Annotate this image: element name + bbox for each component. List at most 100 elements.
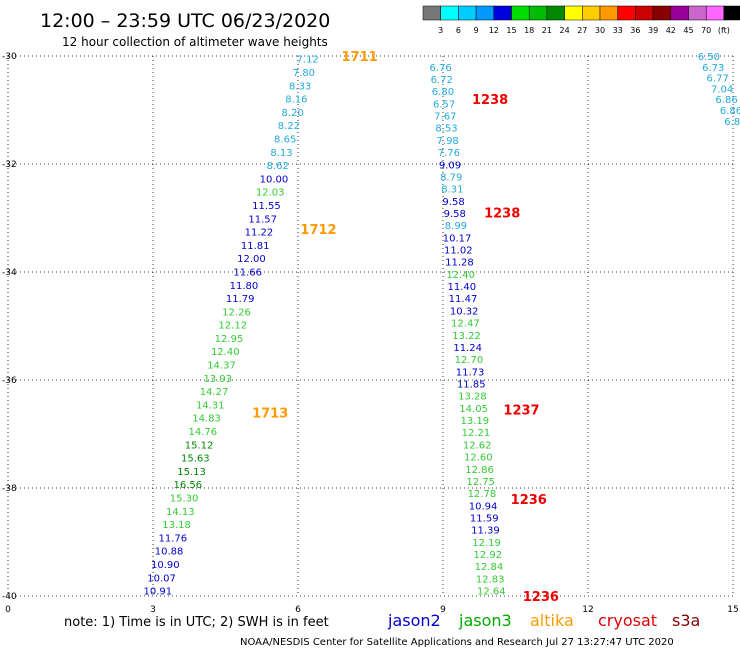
wave-height-value: 15.63 [181,454,210,465]
wave-height-value: 12.64 [477,587,506,598]
wave-height-value: 6.76 [429,63,451,74]
colorbar-tick-label: 45 [683,26,693,35]
wave-height-value: 11.02 [444,246,473,257]
pass-number-label: 1713 [252,406,288,421]
colorbar-swatch [652,5,672,21]
wave-height-value: 12.84 [475,562,504,573]
wave-height-value: 9.58 [442,197,464,208]
wave-height-value: 11.76 [158,533,187,544]
wave-height-value: 15.13 [177,467,206,478]
colorbar-swatch [528,5,548,21]
colorbar-tick-label: 39 [648,26,658,35]
colorbar-swatch [599,5,618,21]
wave-height-value: 12.00 [237,254,266,265]
wave-height-value: 16.56 [173,480,202,491]
wave-height-value: 15.12 [185,440,214,451]
colorbar-swatch [635,5,654,21]
wave-height-value: 12.12 [218,321,247,332]
wave-height-value: 6.50 [698,52,720,63]
colorbar-tick-label: 15 [506,26,516,35]
y-tick-label: -38 [2,484,17,494]
wave-height-value: 14.05 [459,404,488,415]
legend-item-jason3: jason3 [458,611,512,630]
wave-height-value: 12.47 [451,319,480,330]
colorbar-tick-label: 6 [456,26,461,35]
wave-height-value: 8.33 [289,81,311,92]
wave-height-value: 10.88 [155,547,184,558]
wave-height-value: 8.22 [278,121,300,132]
wave-height-value: 14.31 [196,400,225,411]
legend-item-altika: altika [530,611,574,630]
wave-height-value: 11.80 [230,281,259,292]
wave-height-value: 13.19 [460,416,489,427]
wave-height-value: 11.79 [226,294,255,305]
pass-number-label: 1711 [342,50,378,65]
colorbar-swatch [493,5,512,21]
colorbar-swatch [422,5,441,21]
x-tick-label: 6 [295,605,301,615]
pass-number-label: 1238 [472,93,508,108]
colorbar-swatch [440,5,459,21]
wave-height-value: 11.28 [445,258,474,269]
wave-height-value: 11.24 [453,343,482,354]
wave-height-value: 12.86 [465,465,494,476]
y-tick-label: -32 [2,160,17,170]
pass-number-label: 1712 [300,223,336,238]
wave-height-value: 12.78 [468,489,497,500]
wave-height-value: 6.57 [433,99,455,110]
x-tick-label: 12 [582,605,593,615]
wave-height-value: 12.03 [256,188,285,199]
y-tick-label: -30 [2,52,17,62]
wave-height-value: 8.79 [440,172,462,183]
wave-height-value: 14.83 [192,414,221,425]
wave-height-value: 11.73 [456,367,485,378]
wave-height-value: 13.18 [162,520,191,531]
colorbar-swatch [564,5,583,21]
wave-height-value: 14.27 [200,387,229,398]
wave-height-value: 12.60 [464,453,493,464]
pass-number-label: 1236 [511,493,547,508]
x-tick-label: 15 [727,605,738,615]
colorbar-swatch [546,5,565,21]
wave-height-value: 8.31 [441,185,463,196]
colorbar-tick-label: 24 [560,26,570,35]
wave-height-value: 7.12 [297,55,319,66]
colorbar-tick-label: (ft) [718,26,730,35]
legend-item-jason2: jason2 [387,611,441,630]
colorbar-swatch [617,5,636,21]
satellite-legend: jason2 jason3 altika cryosat s3a [387,611,700,630]
colorbar-swatch [458,5,477,21]
wave-height-value: 10.17 [443,233,472,244]
wave-height-value: 12.40 [446,270,475,281]
wave-height-value: 12.26 [222,307,251,318]
wave-height-value: 6.86 [715,95,737,106]
colorbar-swatch [582,5,601,21]
wave-height-value: 7.04 [711,84,733,95]
chart-title: 12:00 – 23:59 UTC 06/23/2020 [40,10,330,32]
colorbar-swatch [670,5,689,21]
wave-height-value: 6.86 [720,106,740,117]
wave-height-value: 13.93 [203,374,232,385]
wave-height-value: 8.99 [445,221,467,232]
x-tick-label: 9 [440,605,446,615]
wave-height-value: 10.91 [144,587,173,598]
wave-height-value: 10.32 [450,306,479,317]
footer-credit: NOAA/NESDIS Center for Satellite Applica… [240,637,674,648]
wave-height-value: 11.40 [448,282,477,293]
colorbar-tick-label: 3 [438,26,443,35]
wave-height-value: 11.85 [457,380,486,391]
wave-height-value: 11.39 [471,526,500,537]
colorbar-tick-label: 30 [595,26,605,35]
colorbar-tick-label: 12 [489,26,499,35]
wave-height-value: 8.20 [282,108,304,119]
wave-height-value: 10.00 [260,174,289,185]
colorbar-tick-label: 27 [577,26,587,35]
wave-height-value: 12.40 [211,347,240,358]
wave-height-value: 12.70 [455,355,484,366]
wave-height-value: 6.77 [707,74,729,85]
wave-height-value: 9.09 [439,160,461,171]
wave-height-value: 7.80 [293,68,315,79]
wave-height-value: 7.76 [438,148,460,159]
wave-height-value: 12.95 [215,334,244,345]
colorbar-tick-label: 18 [524,26,534,35]
